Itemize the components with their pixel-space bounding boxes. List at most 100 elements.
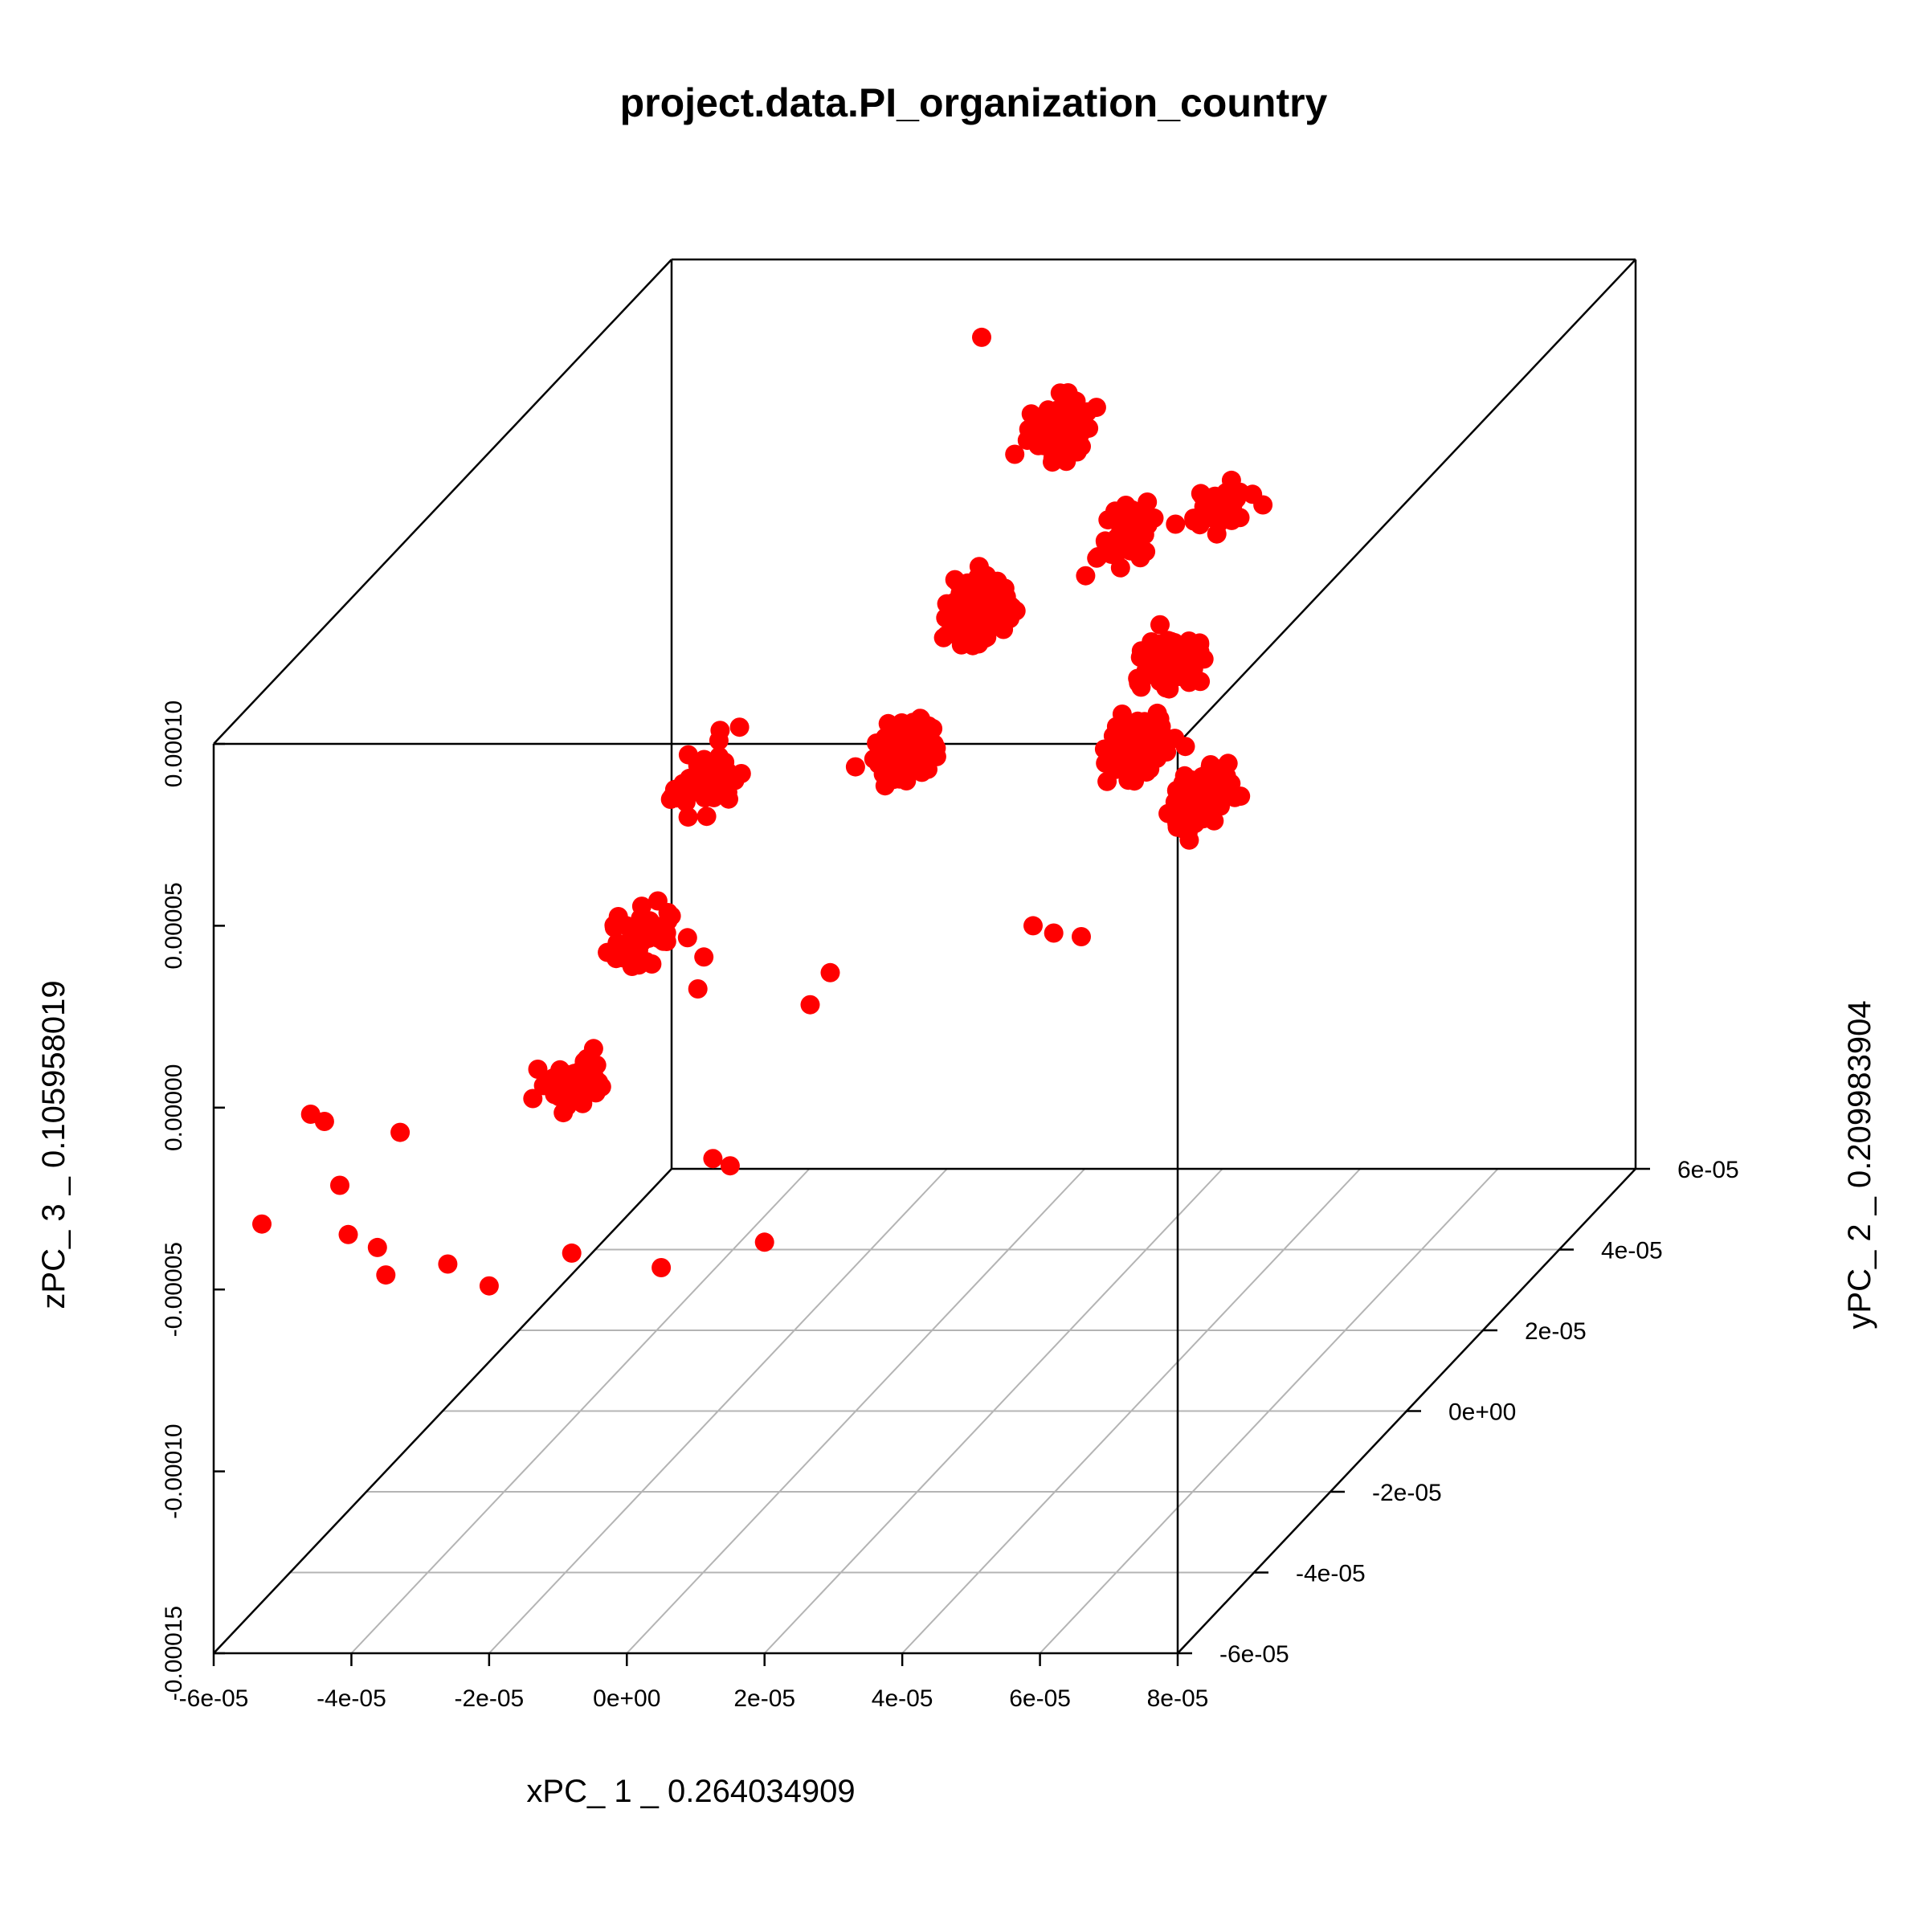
data-point-721 [1150,615,1170,635]
z-tick-label-5: 0.00010 [161,701,187,787]
x-tick-label-4: 2e-05 [733,1685,795,1712]
x-tick-label-1: -4e-05 [317,1685,386,1712]
data-point-941 [754,1232,774,1252]
data-point-409 [1114,508,1134,528]
data-point-226 [976,601,996,621]
data-point-944 [338,1224,358,1244]
y-tick-label-4: 2e-05 [1525,1318,1587,1345]
data-point-769 [1191,484,1211,504]
data-point-528 [1147,718,1166,738]
y-tick-label-3: 0e+00 [1448,1399,1516,1426]
data-point-938 [562,1243,582,1263]
data-point-70 [889,769,909,789]
data-point-720 [1142,632,1162,651]
z-tick-label-0: -0.00015 [161,1606,187,1701]
data-point-89 [908,743,928,763]
data-point-947 [300,1105,321,1124]
data-point-592 [1179,830,1199,850]
data-point-923 [583,1039,603,1059]
data-point-814 [678,807,698,827]
data-point-892 [553,1103,574,1123]
data-point-315 [1005,444,1025,464]
data-point-924 [570,1065,590,1084]
y-tick-label-2: -2e-05 [1372,1480,1442,1506]
data-point-357 [1064,407,1084,427]
x-tick-label-3: 0e+00 [593,1685,660,1712]
x-axis-label: xPC_ 1 _ 0.264034909 [526,1774,855,1809]
x-tick-label-2: -2e-05 [454,1685,524,1712]
data-point-408 [1128,508,1148,528]
data-point-927 [1072,927,1091,946]
data-point-817 [709,730,729,750]
data-point-666 [1201,755,1220,774]
box-edge-10 [213,259,672,745]
data-point-765 [1230,508,1250,528]
data-point-879 [627,930,646,950]
data-point-43 [845,757,865,777]
data-point-396 [1110,558,1130,578]
data-point-356 [1035,415,1055,435]
data-point-354 [1050,383,1070,403]
data-point-928 [1023,916,1043,936]
data-point-228 [974,628,995,648]
data-point-364 [1076,566,1096,586]
data-point-878 [616,916,636,936]
z-tick-label-4: 0.00005 [161,882,187,969]
z-tick-label-2: -0.00005 [161,1242,187,1337]
data-point-943 [390,1122,411,1142]
data-point-728 [1158,666,1178,686]
z-tick-label-1: -0.00010 [161,1423,187,1518]
y-tick-label-1: -4e-05 [1296,1561,1366,1587]
data-point-713 [1130,647,1150,668]
data-point-523 [1118,770,1138,790]
data-point-849 [677,928,697,948]
data-point-821 [715,752,735,772]
axis-ticks: -6e-05 -4e-05 -2e-05 0e+00 2e-05 4e-05 6e-05 8e… [161,701,1739,1712]
data-point-656 [1221,774,1241,794]
data-point-529 [1136,745,1156,765]
data-point-932 [820,962,840,982]
data-point-222 [1006,601,1026,621]
data-point-229 [949,594,969,614]
data-point-940 [376,1265,396,1285]
data-point-939 [652,1258,672,1277]
data-point-727 [1161,631,1181,651]
data-point-87 [881,753,901,773]
data-point-729 [1182,651,1202,670]
x-tick-label-7: 8e-05 [1147,1685,1209,1712]
data-point-930 [688,979,708,999]
data-point-929 [800,995,820,1015]
data-point-736 [1166,514,1186,534]
data-point-349 [1020,426,1040,446]
data-point-925 [972,327,991,347]
data-points [252,327,1273,1296]
data-point-761 [1226,489,1245,509]
data-point-359 [1038,400,1058,420]
data-point-823 [704,787,724,807]
box-edge-11 [1177,259,1636,745]
data-point-399 [1121,541,1140,561]
data-point-824 [719,789,738,809]
y-axis-label: yPC_ 2 _ 0.209983904 [1842,1000,1877,1329]
data-point-866 [631,897,652,917]
data-point-784 [696,807,717,827]
data-point-913 [523,1089,543,1109]
data-point-933 [720,1156,740,1176]
floor-grid [213,1168,1636,1654]
data-point-755 [1207,524,1227,544]
data-point-520 [1107,747,1127,766]
x-tick-label-5: 4e-05 [872,1685,933,1712]
data-point-669 [1206,776,1226,796]
data-point-668 [1186,791,1206,811]
data-point-946 [252,1214,272,1234]
data-point-218 [948,572,967,592]
y-tick-label-0: -6e-05 [1219,1641,1289,1668]
box-edge-8 [213,1168,672,1654]
data-point-916 [589,1072,609,1093]
plot-box [212,258,1637,1655]
data-point-935 [438,1254,458,1274]
data-point-934 [703,1149,723,1169]
data-point-227 [946,623,966,643]
